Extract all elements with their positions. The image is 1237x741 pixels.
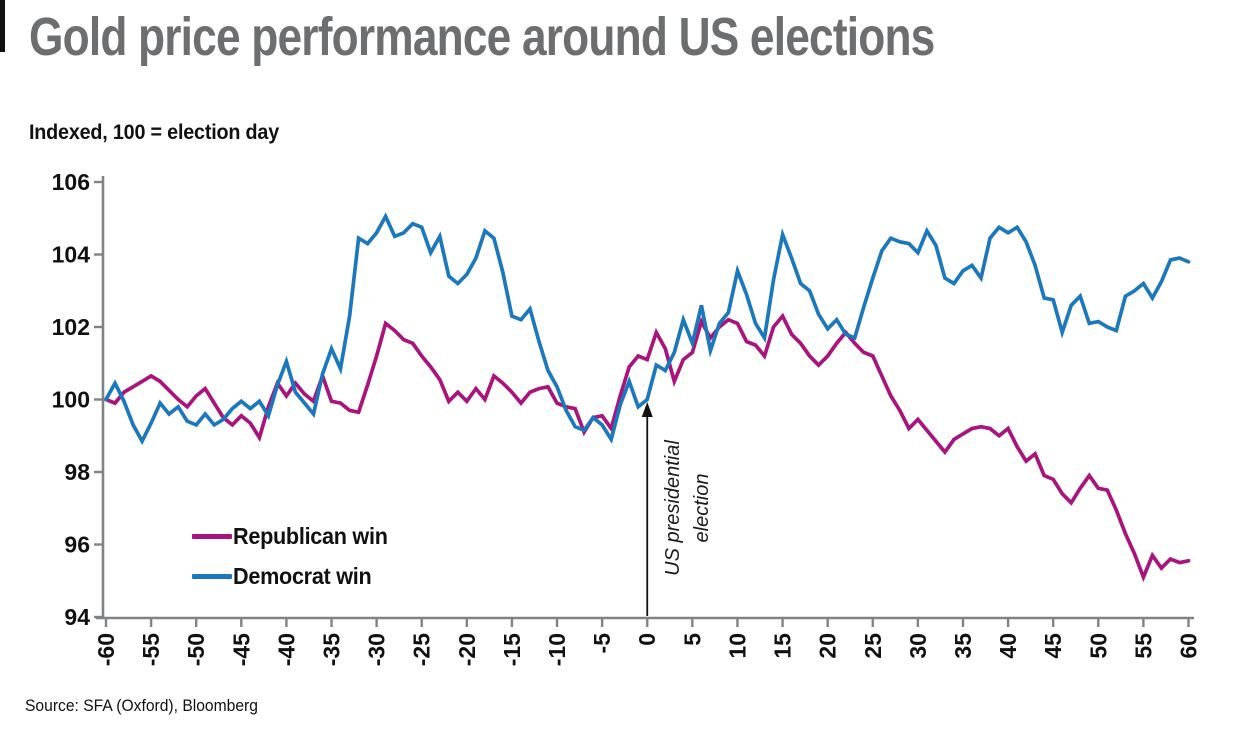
legend: Republican win Democrat win	[192, 516, 397, 596]
y-tick-label: 102	[52, 314, 90, 340]
legend-item-republican: Republican win	[192, 516, 397, 556]
x-tick-label: 30	[905, 633, 931, 659]
x-tick-label: 50	[1085, 633, 1111, 659]
x-tick-label: 15	[770, 633, 796, 659]
x-tick-label: -10	[544, 633, 570, 666]
x-tick-label: -20	[454, 633, 480, 666]
x-tick-label: -25	[409, 633, 435, 666]
annotation-line-1: US presidential	[662, 440, 684, 576]
x-tick-label: 25	[860, 633, 886, 659]
x-tick-label: -50	[183, 633, 209, 666]
x-tick-label: -60	[93, 633, 119, 666]
x-tick-label: -40	[273, 633, 299, 666]
x-tick-label: 0	[634, 633, 660, 646]
x-tick-label: 20	[815, 633, 841, 659]
source-note: Source: SFA (Oxford), Bloomberg	[25, 696, 258, 715]
annotation-line-2: election	[691, 474, 713, 543]
legend-label-democrat: Democrat win	[233, 562, 372, 589]
democrat-win-line	[104, 212, 1191, 446]
x-tick-label: -5	[589, 633, 615, 654]
page-edge-mark	[0, 0, 5, 52]
republican-line-swatch	[192, 533, 232, 539]
x-tick-label: -15	[499, 633, 525, 666]
x-tick-label: -35	[319, 633, 345, 666]
republican-win-line	[104, 312, 1191, 583]
legend-item-democrat: Democrat win	[192, 556, 397, 596]
x-tick-label: -30	[364, 633, 390, 666]
x-tick-label: 45	[1040, 633, 1066, 659]
x-tick-label: 55	[1130, 633, 1156, 659]
y-tick-label: 96	[64, 532, 90, 558]
y-tick-label: 100	[52, 387, 90, 413]
democrat-line-swatch	[192, 573, 232, 579]
x-tick-label: -45	[228, 633, 254, 666]
x-tick-label: 5	[679, 633, 705, 646]
x-tick-label: 40	[995, 633, 1021, 659]
page-title: Gold price performance around US electio…	[29, 6, 1133, 68]
legend-label-republican: Republican win	[233, 522, 388, 549]
x-tick-label: 10	[724, 633, 750, 659]
x-tick-label: 35	[950, 633, 976, 659]
y-tick-label: 98	[64, 459, 90, 485]
page-title-text: Gold price performance around US electio…	[29, 7, 935, 67]
election-day-arrowhead	[641, 402, 653, 417]
y-tick-label: 94	[64, 604, 90, 630]
y-tick-label: 104	[52, 242, 91, 268]
axis-units-label: Indexed, 100 = election day	[29, 121, 280, 144]
x-tick-label: 60	[1175, 633, 1201, 659]
y-tick-label: 106	[52, 169, 90, 195]
x-tick-label: -55	[138, 633, 164, 666]
